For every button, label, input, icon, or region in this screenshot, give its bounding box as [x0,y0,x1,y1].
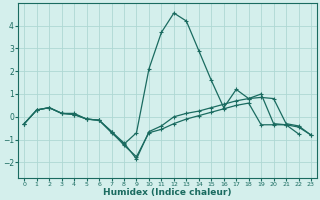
X-axis label: Humidex (Indice chaleur): Humidex (Indice chaleur) [103,188,232,197]
